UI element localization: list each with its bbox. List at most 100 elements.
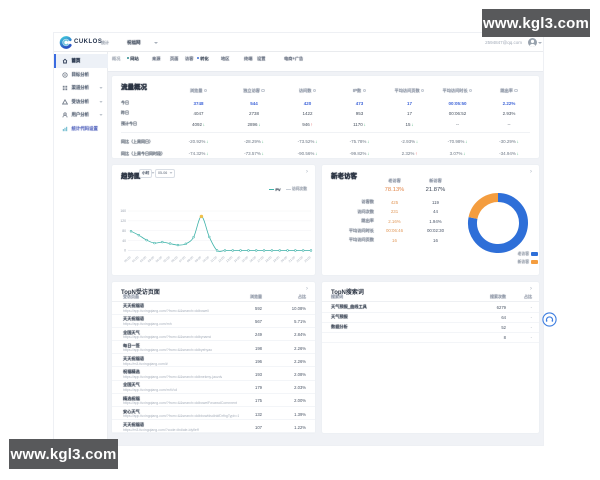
svg-text:02:00: 02:00 [139, 255, 148, 263]
page-title: 全国天气 [123, 382, 140, 388]
visitors-column-header: 老访客 [374, 178, 415, 184]
page-views: 107 [255, 424, 262, 430]
top-search-row[interactable]: 天气预报_曲线工具 6279 - [322, 303, 539, 313]
chevron-down-icon [169, 172, 173, 174]
svg-text:15:00: 15:00 [241, 255, 250, 263]
avatar[interactable] [528, 38, 537, 47]
divider [121, 132, 530, 133]
trend-arrow-icon: ↓ [315, 139, 318, 144]
top-page-row[interactable]: 天天祝福语 https://app.fuxingqiang.com/?from=&… [112, 302, 315, 315]
svg-text:18:00: 18:00 [264, 255, 273, 263]
expand-panel-icon[interactable]: › [305, 168, 308, 175]
svg-text:01:00: 01:00 [131, 255, 140, 263]
overview-column-label: 跳出率 [500, 88, 513, 93]
trend-arrow-icon: ↓ [411, 121, 414, 127]
trend-arrow-icon: ↓ [465, 139, 468, 144]
overview-value: 2.32%↑ [385, 151, 434, 156]
overview-row-label: 同比（上周今日同时段） [121, 150, 165, 156]
sidebar-item-5[interactable]: 用户分析 [54, 109, 108, 123]
visitors-column-label: 新访客 [429, 178, 442, 183]
overview-value: -73.57%↓ [227, 151, 281, 156]
overview-value: -2.93%↓ [385, 139, 434, 144]
top-page-row[interactable]: 天天祝福语 https://m3.fuxingqiang.com/?code=ib… [112, 420, 315, 434]
page-views: 249 [255, 332, 262, 338]
expand-panel-icon[interactable]: › [529, 285, 532, 292]
top-page-row[interactable]: 祝福精选 https://app.fuxingqiang.com/?from=&&… [112, 368, 315, 381]
top-page-row[interactable]: 天天祝福语 https://app.fuxingqiang.com/mh 567 5.… [112, 315, 315, 328]
expand-panel-icon[interactable]: › [305, 285, 308, 292]
legend-item[interactable]: 新访客 [498, 258, 538, 266]
svg-text:12:00: 12:00 [217, 255, 226, 263]
overview-value: -99.82%↓ [334, 151, 385, 156]
nav-tab-label: 概况 [112, 55, 121, 61]
top-page-row[interactable]: 全国天气 https://app.fuxingqiang.com/?from=&&… [112, 328, 315, 342]
legend-item[interactable]: 访问次数 [285, 187, 307, 192]
nav-tab[interactable]: 终端 [244, 56, 252, 62]
page-title: 安心天气 [123, 408, 140, 414]
analytics-app-window: CUKLOS 统计 祝福网 2594847@qq.com 首页 目标分析 渠道分析受… [54, 33, 543, 445]
nav-tab-label: 访客 [185, 55, 194, 61]
sidebar-item-2[interactable]: 目标分析 [54, 68, 108, 82]
expand-panel-icon[interactable]: › [529, 168, 532, 175]
page-ratio: 5.71% [294, 319, 306, 325]
trend-arrow-icon: ↓ [415, 139, 419, 144]
overview-value: 2.22% [502, 100, 516, 106]
page-ratio: 2.84% [294, 332, 306, 338]
main-content: 概况 网站 来源 页面 访客 转化 地区 终端 设置 电商+广告 流量概况 浏览量 独立访客 访问数 I… [108, 52, 543, 445]
nav-tab[interactable]: 来源 [152, 56, 160, 62]
nav-tab[interactable]: 概况 [112, 56, 120, 62]
overview-value: -75.78%↓ [334, 139, 385, 144]
overview-value: -30.29%↓ [481, 139, 537, 144]
top-page-row[interactable]: 安心天气 https://app.fuxingqiang.com/?from=&&… [112, 407, 315, 421]
overview-row: 今日 3748 544 420 473 17 00:05:50 2.22% [112, 98, 541, 108]
sidebar-item-1[interactable]: 首页 [54, 54, 108, 68]
top-search-row[interactable]: 数据分析 52 - [322, 323, 539, 333]
panel-title-top-pages: TopN受访页面 [121, 289, 160, 296]
page-ratio: 2.00% [294, 398, 306, 404]
sidebar-item-6[interactable]: 统计代码设置 [54, 122, 108, 136]
sidebar-item-3[interactable]: 渠道分析 [54, 82, 108, 96]
date-select[interactable]: 05-06 [155, 169, 175, 178]
page-views: 567 [255, 319, 262, 325]
nav-tab[interactable]: 网站 [126, 56, 139, 62]
visitors-metric-label: 访问次数 [357, 208, 374, 214]
svg-text:0: 0 [124, 249, 126, 253]
overview-value: 420 [303, 100, 312, 106]
nav-tab[interactable]: 设置 [257, 56, 265, 62]
nav-tab[interactable]: 转化 [196, 56, 209, 62]
nav-tab[interactable]: 地区 [221, 56, 229, 62]
legend-item[interactable]: 老访客 [498, 250, 538, 258]
page-ratio: 10.08% [291, 306, 306, 311]
account-chevron-down-icon[interactable] [537, 42, 542, 44]
brand-subtitle: 统计 [101, 40, 109, 45]
granularity-select[interactable]: 小时 [139, 169, 155, 178]
top-page-row[interactable]: 天天祝福语 https://m3.fuxingqiang.com/# 196 2.26… [112, 354, 315, 368]
value-text: 1170 [353, 121, 363, 127]
nav-tab[interactable]: 页面 [170, 56, 178, 62]
legend-item[interactable]: PV [269, 188, 281, 192]
search-ratio: - [530, 334, 532, 340]
overview-value: 2738 [248, 110, 259, 116]
site-selector-dropdown[interactable]: 祝福网 [127, 38, 158, 48]
overview-row: 预计今日 4092↓ 2896↓ 946↑ 1170↓ 15↓ -- -- [112, 119, 541, 129]
top-page-row[interactable]: 全国天气 https://app.fuxingqiang.com/mhVull 17… [112, 381, 315, 394]
trend-arrow-icon: ↓ [463, 151, 466, 156]
chevron-down-icon [99, 100, 103, 103]
value-text: 2.32% [401, 151, 415, 156]
nav-tab[interactable]: 访客 [185, 56, 193, 62]
top-search-row[interactable]: 天气预报 64 - [322, 313, 539, 323]
panel-title-traffic-overview: 流量概况 [121, 83, 147, 91]
top-search-row[interactable]: 8- [322, 333, 539, 343]
nav-tab-label: 设置 [257, 55, 266, 61]
sidebar-item-4[interactable]: 受访分析 [54, 95, 108, 109]
top-page-row[interactable]: 每日一签 https://app.fuxingqiang.com/?from=&&… [112, 341, 315, 355]
trend-arrow-icon: ↓ [261, 151, 264, 156]
visitors-metric-row: 访客数 425 119 [322, 199, 462, 205]
top-page-row[interactable]: 精选祝福 https://app.fuxingqiang.com/?from=&&… [112, 394, 315, 408]
overview-column-header: 访问数 [281, 88, 334, 94]
nav-tab-label: 页面 [170, 55, 179, 61]
nav-tab[interactable]: 电商+广告 [284, 56, 303, 62]
chevron-down-icon [151, 172, 155, 174]
customer-service-float-button[interactable] [542, 312, 557, 327]
info-icon [312, 88, 317, 93]
